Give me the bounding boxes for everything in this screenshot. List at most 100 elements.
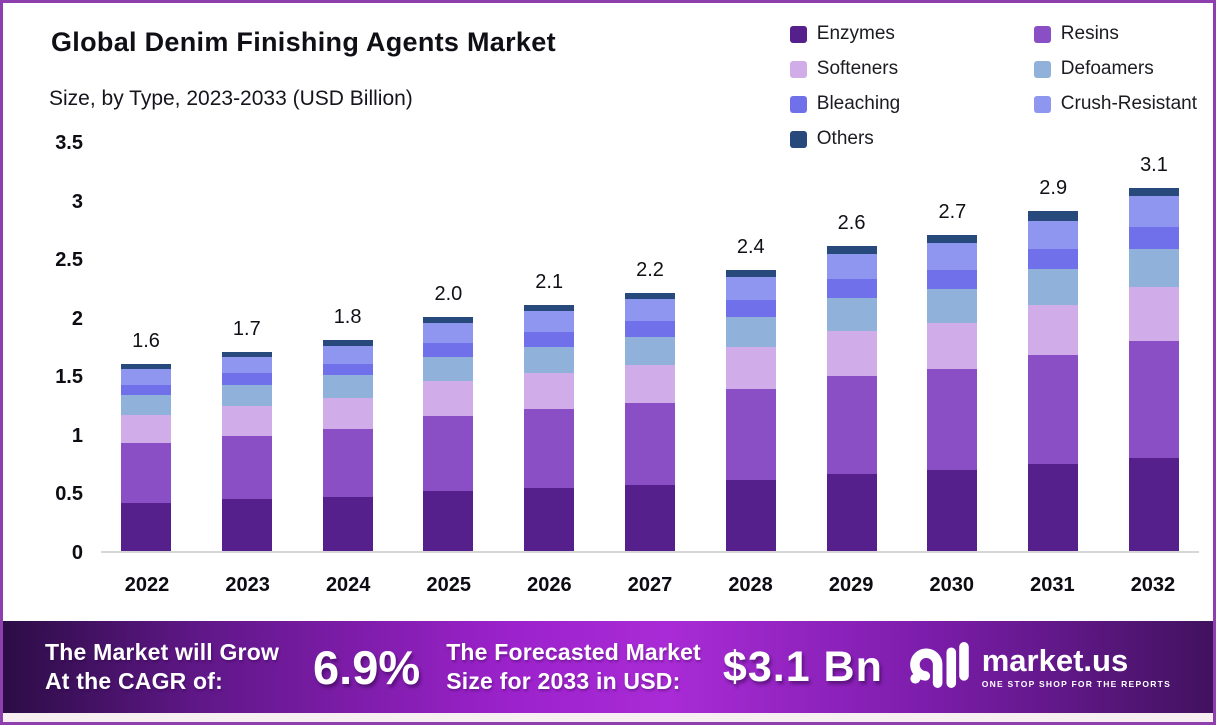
bar-segment-defoamers [826, 298, 877, 331]
bar-segment-crush-resistant [322, 346, 373, 364]
legend-item-resins: Resins [1033, 23, 1197, 45]
bar-total-label: 2.0 [434, 282, 463, 305]
bar-column-2023: 1.7 [221, 317, 272, 551]
bar-segment-softeners [524, 372, 575, 410]
bar-segment-resins [524, 409, 575, 488]
legend-swatch-bleaching [789, 95, 807, 113]
market-us-logo-icon [909, 639, 969, 696]
legend-label: Bleaching [816, 93, 901, 114]
bar-segment-resins [927, 369, 978, 471]
bar-segment-enzymes [121, 502, 171, 551]
bar-segment-defoamers [927, 288, 978, 323]
y-axis: 0 0.5 1 1.5 2 2.5 3 3.5 [13, 132, 83, 564]
bar-segment-crush-resistant [725, 276, 776, 301]
bar-segment-resins [121, 443, 171, 503]
bar-segment-others [927, 234, 978, 243]
bar-segment-defoamers [322, 375, 373, 398]
legend-item-crush-resistant: Crush-Resistant [1033, 93, 1197, 115]
bar-segment-bleaching [725, 300, 776, 317]
cagr-label-line1: The Market will Grow [45, 638, 280, 665]
legend-label: Crush-Resistant [1060, 93, 1197, 114]
x-axis-label-2026: 2026 [527, 574, 572, 596]
plot-area: 1.6 1.7 1.8 2.0 2.1 2.2 2.4 2.6 2.7 2.9 3.1 [101, 143, 1199, 553]
x-axis-labels: 2022 2023 2024 2025 2026 2027 2028 2029 2030 2031… [101, 574, 1199, 597]
stacked-bar-2032 [1128, 187, 1179, 551]
bar-total-label: 1.7 [232, 317, 261, 340]
bar-segment-resins [826, 376, 877, 474]
forecast-value: $3.1 Bn [722, 642, 883, 691]
bar-column-2027: 2.2 [624, 259, 675, 551]
bar-segment-resins [1128, 341, 1179, 459]
bar-segment-defoamers [1128, 248, 1179, 288]
legend-label: Others [816, 128, 874, 149]
bar-total-label: 2.7 [938, 200, 967, 223]
bar-segment-enzymes [725, 479, 776, 551]
legend-label: Resins [1060, 23, 1119, 44]
cagr-label: The Market will Grow At the CAGR of: [45, 638, 279, 697]
bar-segment-crush-resistant [826, 253, 877, 280]
stacked-bar-2031 [1028, 211, 1079, 551]
bar-segment-resins [624, 403, 675, 486]
bar-segment-enzymes [1128, 458, 1179, 551]
legend-swatch-others [789, 130, 807, 148]
legend-item-bleaching: Bleaching [789, 93, 1034, 115]
forecast-label-line2: Size for 2033 in USD: [446, 668, 681, 694]
bar-segment-bleaching [826, 279, 877, 298]
bar-column-2029: 2.6 [826, 212, 877, 551]
bar-segment-bleaching [322, 363, 373, 376]
legend: Enzymes Resins Softeners Defoamers Bleaching… [789, 23, 1197, 150]
x-axis-label-2032: 2032 [1130, 574, 1176, 596]
bar-segment-softeners [826, 330, 877, 377]
stacked-bar-chart: 0 0.5 1 1.5 2 2.5 3 3.5 1.6 1.7 1.8 2.0 2.1 2.2 2.4 2.… [13, 131, 1205, 606]
bar-segment-others [1128, 187, 1179, 197]
bottom-banner: The Market will Grow At the CAGR of: 6.9… [3, 621, 1213, 713]
bar-segment-bleaching [423, 342, 474, 357]
brand-text: market.us ONE STOP SHOP FOR THE REPORTS [982, 645, 1171, 689]
bar-segment-softeners [322, 397, 373, 430]
page-subtitle: Size, by Type, 2023-2033 (USD Billion) [49, 87, 413, 110]
bar-segment-bleaching [927, 269, 978, 289]
bar-segment-softeners [927, 322, 978, 370]
y-tick-label: 3 [71, 190, 83, 213]
bar-column-2030: 2.7 [927, 200, 978, 551]
bar-column-2031: 2.9 [1028, 177, 1079, 551]
bar-segment-crush-resistant [1028, 220, 1079, 249]
legend-swatch-enzymes [789, 25, 807, 43]
bar-segment-enzymes [221, 499, 272, 551]
bar-segment-bleaching [1028, 248, 1079, 269]
legend-item-softeners: Softeners [789, 58, 1034, 80]
stacked-bar-2028 [725, 269, 776, 551]
y-tick-label: 0.5 [55, 483, 83, 506]
bar-column-2026: 2.1 [524, 271, 575, 551]
x-axis-label-2024: 2024 [325, 574, 371, 596]
bar-segment-softeners [624, 364, 675, 404]
bar-segment-bleaching [1128, 226, 1179, 249]
legend-item-others: Others [789, 128, 1034, 150]
stacked-bar-2023 [221, 351, 272, 551]
cagr-label-line2: At the CAGR of: [45, 668, 224, 694]
bar-segment-enzymes [927, 470, 978, 551]
bar-segment-enzymes [322, 497, 373, 551]
bottom-margin-strip [3, 713, 1213, 722]
brand-tagline: ONE STOP SHOP FOR THE REPORTS [981, 679, 1171, 689]
legend-label: Softeners [816, 58, 899, 79]
forecast-label: The Forecasted Market Size for 2033 in U… [446, 638, 701, 697]
bar-total-label: 2.4 [736, 235, 765, 258]
legend-swatch-softeners [789, 60, 807, 78]
bar-segment-others [322, 340, 373, 347]
legend-label: Enzymes [816, 23, 895, 44]
brand-logo: market.us ONE STOP SHOP FOR THE REPORTS [909, 639, 1171, 696]
bar-segment-defoamers [1028, 268, 1079, 306]
bar-segment-resins [423, 416, 474, 492]
x-axis-label-2027: 2027 [627, 574, 673, 596]
bar-segment-defoamers [725, 316, 776, 348]
bar-segment-others [826, 246, 877, 254]
cagr-value: 6.9% [313, 640, 421, 694]
stacked-bar-2024 [322, 340, 373, 551]
x-axis-label-2031: 2031 [1030, 574, 1075, 596]
x-axis-label-2030: 2030 [929, 574, 975, 596]
y-tick-label: 2.5 [55, 249, 83, 272]
bar-segment-resins [1028, 355, 1079, 465]
bar-total-label: 2.2 [636, 259, 664, 282]
bar-segment-bleaching [121, 384, 171, 396]
